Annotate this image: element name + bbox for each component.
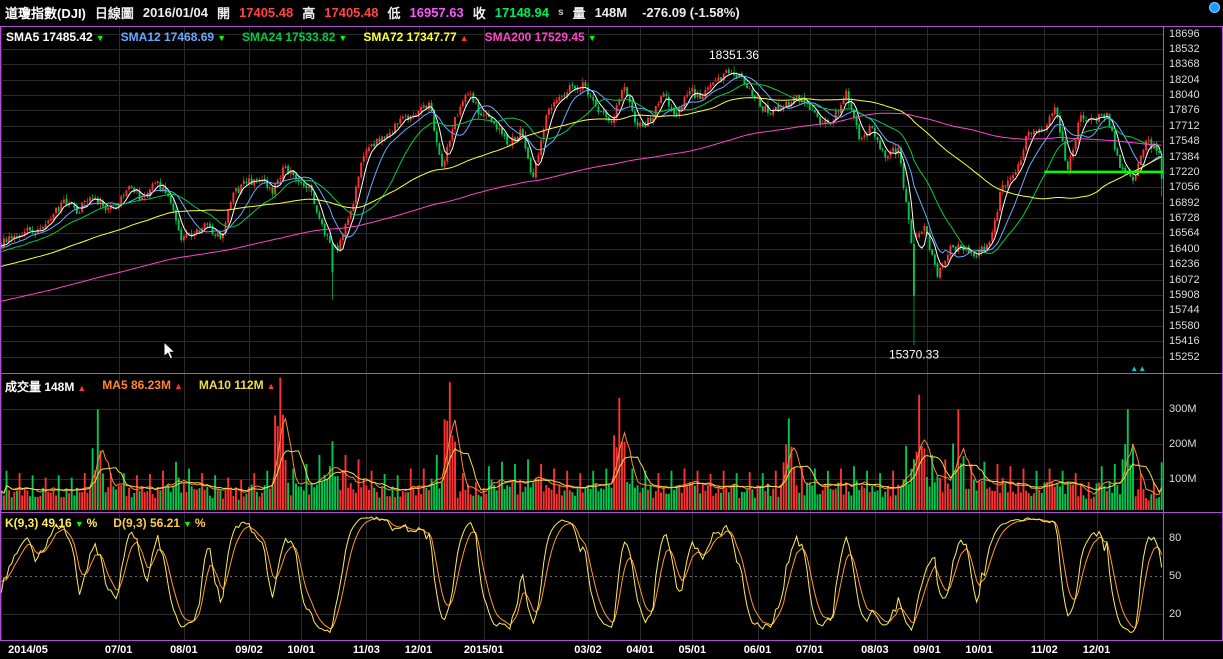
ma5-up-arrow-icon: ▲ bbox=[173, 381, 183, 391]
signal-marker: ▲▲ bbox=[1130, 364, 1146, 373]
volume-label: 量 bbox=[572, 6, 586, 21]
date-tick-label: 12/01 bbox=[1082, 644, 1111, 656]
sma12-down-arrow-icon: ▼ bbox=[217, 33, 226, 43]
sma12-legend: SMA12 17468.69 ▼ bbox=[120, 30, 226, 44]
open-value: 17405.48 bbox=[239, 5, 294, 20]
kd-legend: K(9,3) 49.16 ▼% D(9,3) 56.21 ▼% bbox=[5, 516, 206, 530]
date-tick-label: 04/01 bbox=[626, 644, 654, 656]
sma24-down-arrow-icon: ▼ bbox=[338, 33, 348, 43]
d-value-down-arrow-icon: ▼ bbox=[183, 519, 192, 529]
instrument-name: 道瓊指數(DJI) bbox=[5, 6, 86, 21]
cursor-arrow-icon bbox=[163, 340, 177, 360]
sma5-down-arrow-icon: ▼ bbox=[95, 33, 105, 43]
date-tick-label: 09/01 bbox=[913, 644, 941, 656]
open-label: 開 bbox=[216, 6, 230, 21]
volume-legend: 成交量 148M ▲ MA5 86.23M ▲ MA10 112M ▲ bbox=[5, 378, 276, 395]
date-tick-label: 07/01 bbox=[795, 644, 824, 656]
ma5-legend: MA5 86.23M ▲ bbox=[102, 378, 183, 392]
date-tick-label: 11/03 bbox=[352, 644, 380, 656]
high-label: 高 bbox=[302, 6, 316, 21]
date-tick-label: 12/01 bbox=[404, 644, 433, 656]
low-value: 16957.63 bbox=[409, 5, 464, 20]
quote-header: 道瓊指數(DJI) 日線圖 2016/01/04 開 17405.48 高 17… bbox=[0, 0, 1223, 25]
date-tick-label: 05/01 bbox=[678, 644, 707, 656]
date-tick-label: 2015/01 bbox=[463, 644, 504, 656]
sma5-legend: SMA5 17485.42 ▼ bbox=[6, 30, 105, 44]
sma72-legend: SMA72 17347.77 ▲ bbox=[363, 30, 469, 44]
date-tick-label: 10/01 bbox=[287, 644, 315, 656]
price-annotation: 18351.36 bbox=[709, 48, 759, 62]
volume-value: 148M bbox=[594, 5, 628, 20]
ma10-up-arrow-icon: ▲ bbox=[266, 381, 276, 391]
date-tick-label: 07/01 bbox=[104, 644, 133, 656]
mouse-cursor bbox=[163, 340, 179, 366]
date-tick-label: 11/02 bbox=[1030, 644, 1058, 656]
change-value: -276.09 (-1.58%) bbox=[642, 5, 740, 20]
volume-up-arrow-icon: ▲ bbox=[77, 383, 87, 393]
date-tick-label: 06/01 bbox=[743, 644, 772, 656]
date-tick-label: 03/02 bbox=[574, 644, 602, 656]
period-label[interactable]: 日線圖 bbox=[94, 6, 134, 21]
sma200-legend: SMA200 17529.45 ▼ bbox=[484, 30, 597, 44]
sma200-down-arrow-icon: ▼ bbox=[587, 33, 597, 43]
volume-legend: 成交量 148M ▲ bbox=[5, 380, 87, 394]
date-tick-label: 08/03 bbox=[861, 644, 889, 656]
date-tick-label: 08/01 bbox=[170, 644, 198, 656]
quote-date: 2016/01/04 bbox=[142, 5, 208, 20]
sma24-legend: SMA24 17533.82 ▼ bbox=[241, 30, 348, 44]
low-label: 低 bbox=[387, 6, 401, 21]
k-value-legend: K(9,3) 49.16 ▼% bbox=[5, 516, 98, 530]
price-annotation: 15370.33 bbox=[889, 347, 939, 361]
d-value-legend: D(9,3) 56.21 ▼% bbox=[113, 516, 206, 530]
date-axis: 2014/05 07/01 08/01 09/02 10/01 11/03 12/01 201… bbox=[0, 641, 1223, 659]
close-value: 17148.94 bbox=[494, 5, 549, 20]
high-value: 17405.48 bbox=[324, 5, 379, 20]
sma-legend: SMA5 17485.42 ▼ SMA12 17468.69 ▼ SMA24 17533… bbox=[6, 30, 597, 44]
zoom-tool-icon[interactable] bbox=[1209, 2, 1220, 13]
date-tick-label: 09/02 bbox=[235, 644, 263, 656]
sma72-up-arrow-icon: ▲ bbox=[459, 33, 469, 43]
date-tick-label: 2014/05 bbox=[8, 644, 48, 656]
ma10-legend: MA10 112M ▲ bbox=[198, 378, 276, 392]
close-suffix: s bbox=[557, 7, 564, 18]
k-value-down-arrow-icon: ▼ bbox=[74, 519, 84, 529]
close-label: 收 bbox=[472, 6, 486, 21]
date-tick-label: 10/01 bbox=[965, 644, 993, 656]
